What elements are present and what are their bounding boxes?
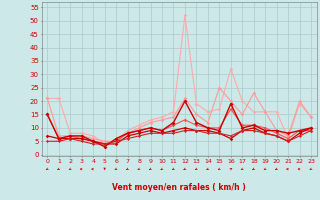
X-axis label: Vent moyen/en rafales ( km/h ): Vent moyen/en rafales ( km/h ) <box>112 183 246 192</box>
